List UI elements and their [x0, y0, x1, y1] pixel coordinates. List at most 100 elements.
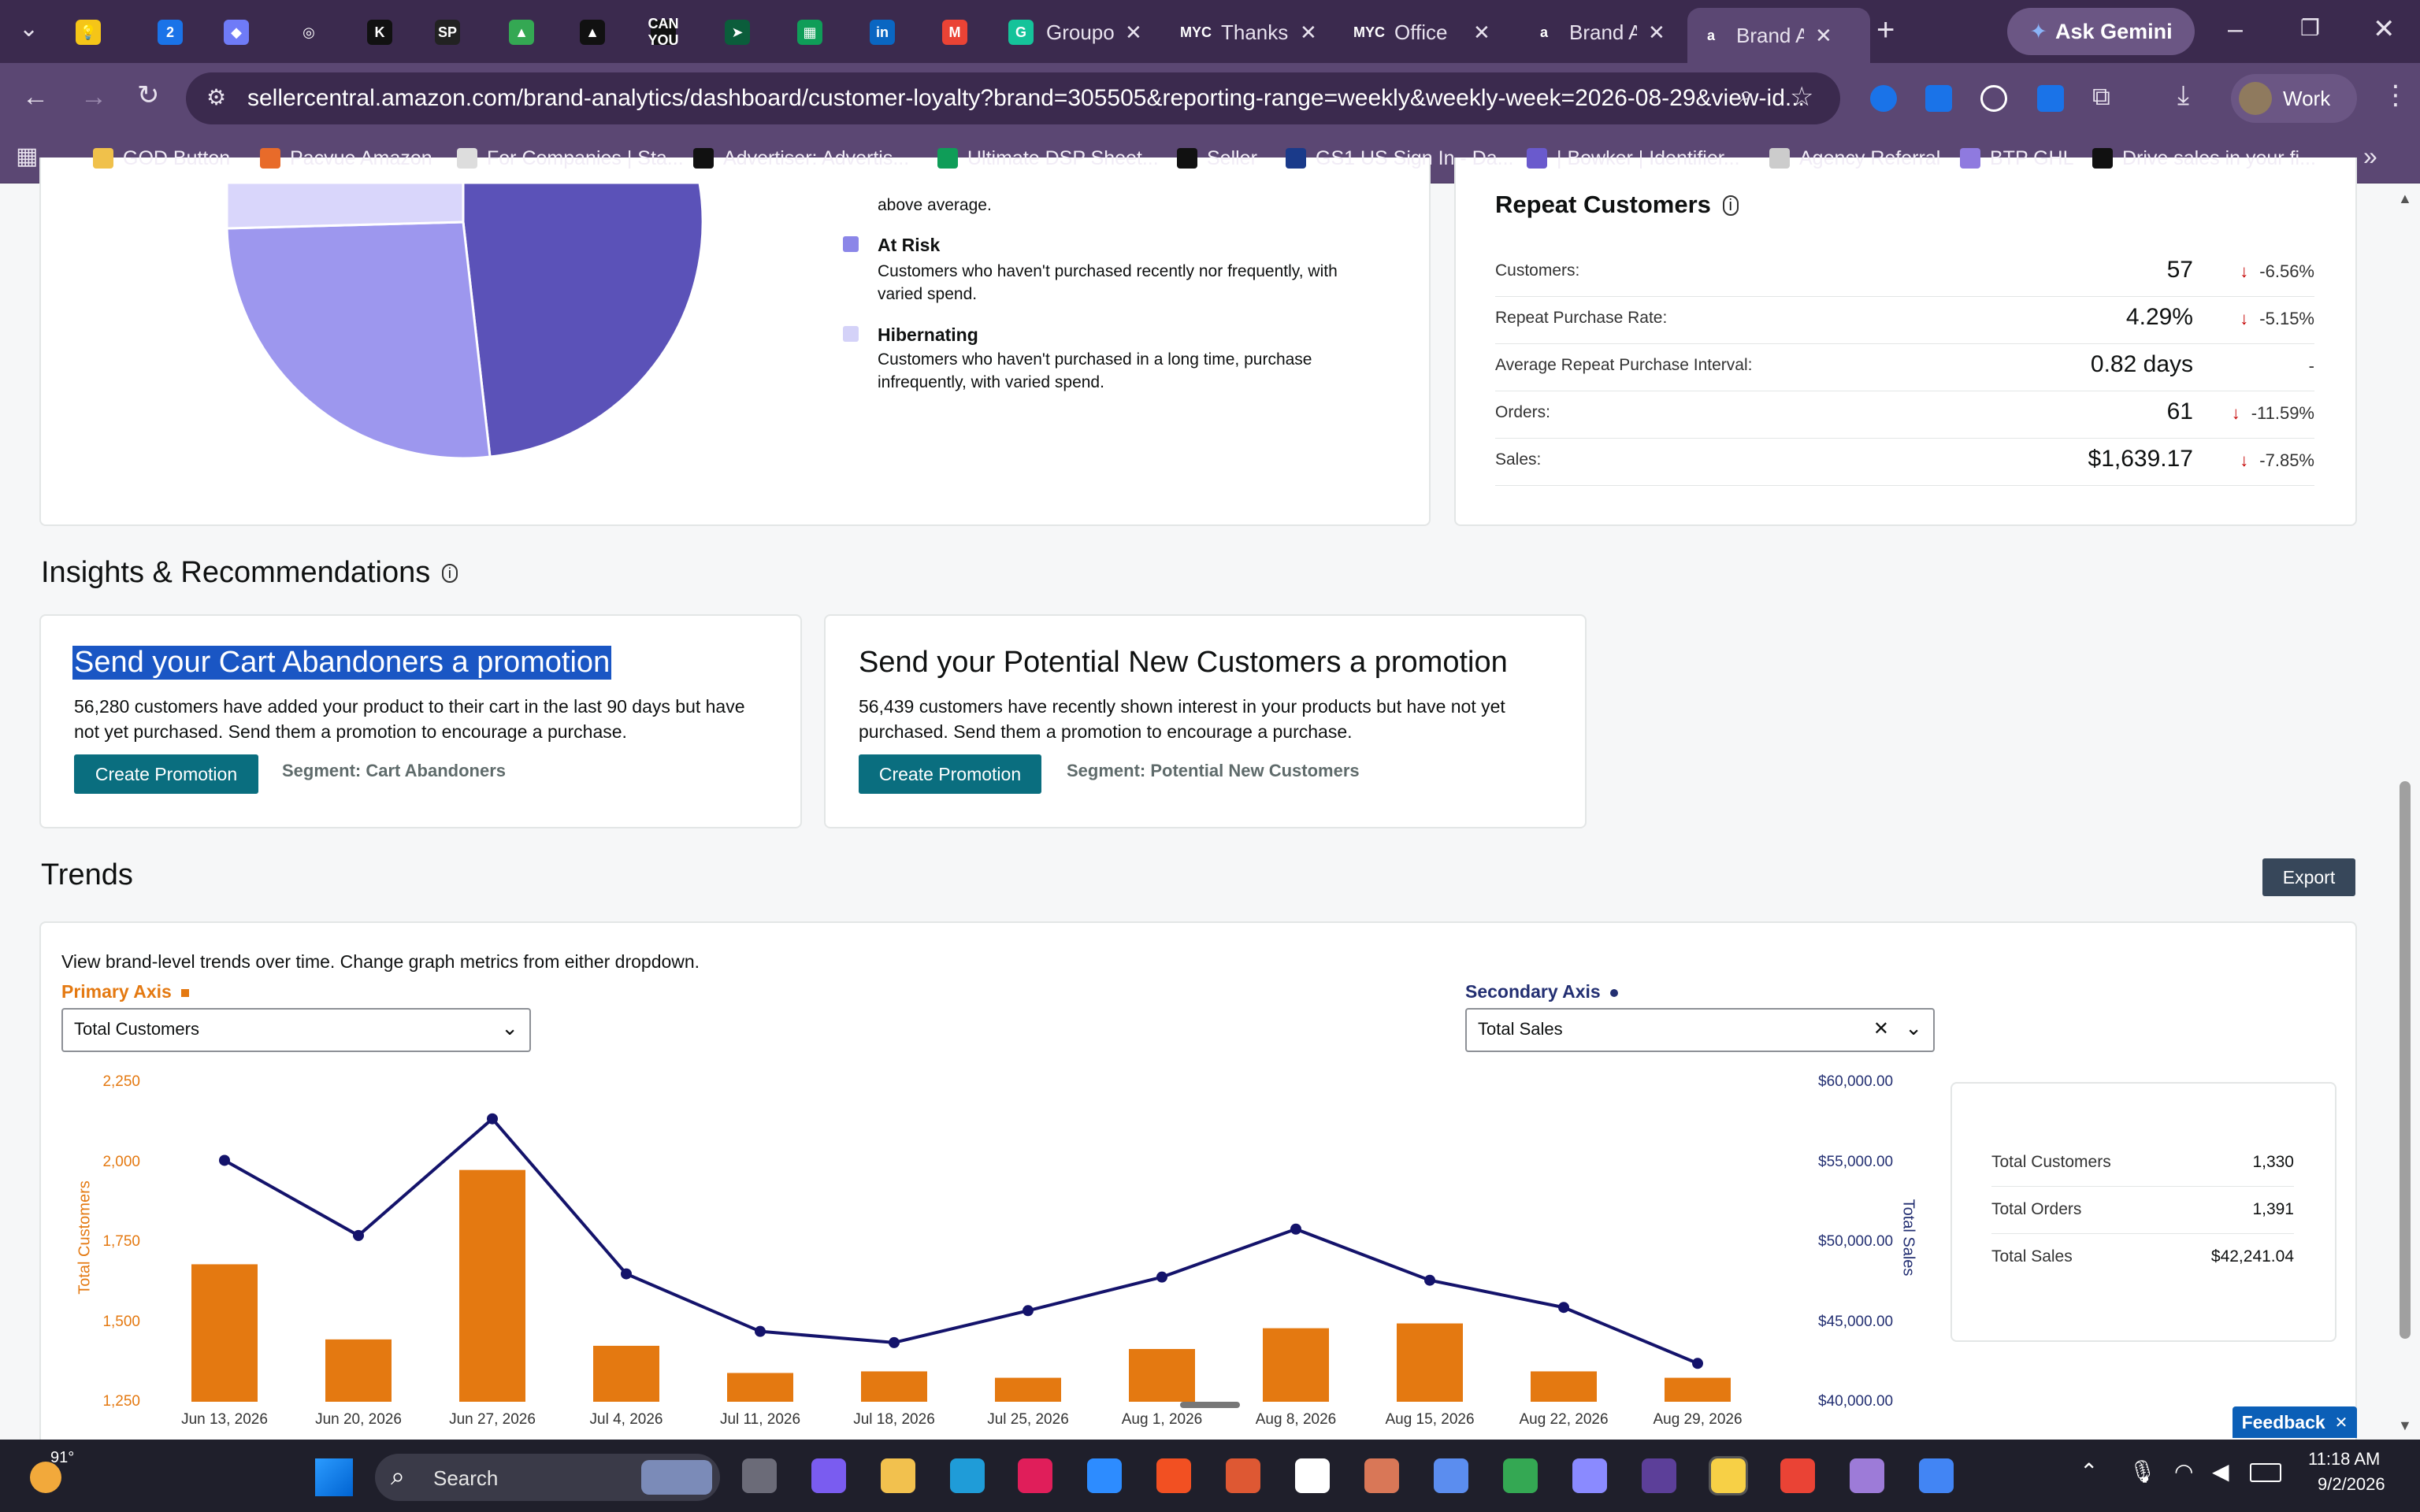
primary-axis-dropdown[interactable]: Total Customers ⌄ [61, 1008, 531, 1052]
insights-info-icon[interactable]: i [441, 564, 458, 584]
bookmark-item[interactable]: Seller [1177, 143, 1257, 173]
extension-s-icon[interactable] [1980, 85, 2007, 112]
browser-tab[interactable]: CAN YOU [648, 9, 679, 55]
close-tab-icon[interactable]: ✕ [1300, 20, 1317, 44]
weather-icon[interactable] [30, 1462, 61, 1493]
close-tab-icon[interactable]: ✕ [1473, 20, 1490, 44]
snipping-tool-icon[interactable] [1572, 1458, 1607, 1493]
app-star-icon[interactable] [1434, 1458, 1468, 1493]
point-total-sales[interactable] [487, 1113, 498, 1125]
segment-link-cart[interactable]: Segment: Cart Abandoners [282, 761, 507, 780]
bar-total-customers[interactable] [325, 1339, 392, 1402]
bar-total-customers[interactable] [593, 1345, 659, 1402]
downloads-icon[interactable]: ⤓ [2177, 80, 2190, 110]
close-tab-icon[interactable]: ✕ [1125, 20, 1142, 44]
gemini-button[interactable]: ✦ Ask Gemini [2007, 8, 2195, 55]
point-total-sales[interactable] [1290, 1223, 1301, 1235]
clock-time[interactable]: 11:18 AM [2308, 1449, 2381, 1469]
browser-tab[interactable]: G Groupo ✕ [1008, 9, 1142, 55]
back-button[interactable]: ← [22, 82, 49, 112]
apps-grid-icon[interactable]: ▦ [16, 143, 39, 169]
browser-tab[interactable]: ◆ [224, 9, 249, 55]
chrome-work-icon[interactable] [1850, 1458, 1884, 1493]
profile-button[interactable]: Work [2231, 74, 2357, 123]
browser-tab[interactable]: ▦ [797, 9, 822, 55]
bookmark-item[interactable]: Ultimate DSP Sheet... [937, 143, 1159, 173]
bar-total-customers[interactable] [1263, 1328, 1329, 1402]
close-tab-icon[interactable]: ✕ [1815, 23, 1832, 47]
wifi-icon[interactable]: ◠ [2174, 1459, 2194, 1484]
extension-puzzle-blue-icon[interactable] [2037, 85, 2064, 112]
browser-tab[interactable]: MYC Office ✕ [1353, 9, 1490, 55]
browser-tab[interactable]: ▲ [509, 9, 534, 55]
browser-tab[interactable]: a Brand A ✕ [1531, 9, 1665, 55]
bookmark-item[interactable]: For Companies | Sta... [457, 143, 684, 173]
info-icon[interactable]: i [1722, 195, 1739, 217]
scroll-down-icon[interactable]: ▼ [2398, 1418, 2412, 1433]
bar-total-customers[interactable] [727, 1373, 793, 1402]
browser-tab[interactable]: 2 [158, 9, 183, 55]
bookmark-item[interactable]: GS1 US Sign In - Da... [1286, 143, 1514, 173]
secondary-axis-dropdown[interactable]: Total Sales ✕ ⌄ [1465, 1008, 1935, 1052]
browser-tab[interactable]: ◎ [296, 9, 321, 55]
sticky-notes-icon[interactable] [1709, 1456, 1748, 1495]
point-total-sales[interactable] [353, 1229, 364, 1241]
browser-tab[interactable]: a Brand A ✕ [1687, 8, 1870, 63]
taskbar-search-box[interactable]: ⌕ Search [375, 1454, 720, 1501]
bookmark-item[interactable]: Pacvue Amazon [260, 143, 432, 173]
bar-total-customers[interactable] [459, 1169, 525, 1402]
create-promotion-button-cart[interactable]: Create Promotion [74, 754, 258, 794]
zoom-icon[interactable] [1087, 1458, 1122, 1493]
bar-total-customers[interactable] [995, 1377, 1061, 1402]
clear-icon[interactable]: ✕ [1873, 1018, 1889, 1040]
edge-icon[interactable] [950, 1458, 985, 1493]
bookmark-item[interactable]: Agency Referral [1769, 143, 1940, 173]
chrome-other-icon[interactable] [1919, 1458, 1954, 1493]
browser-tab[interactable]: ▲ [580, 9, 605, 55]
browser-tab[interactable]: in [870, 9, 895, 55]
create-promotion-button-potential[interactable]: Create Promotion [859, 754, 1041, 794]
chrome-icon[interactable] [1503, 1458, 1538, 1493]
start-icon[interactable] [315, 1458, 353, 1496]
point-total-sales[interactable] [755, 1325, 766, 1337]
bookmark-item[interactable]: | Bowker | Identifier... [1527, 143, 1740, 173]
feedback-button[interactable]: Feedback ✕ [2233, 1406, 2357, 1438]
mic-icon[interactable]: 🎙 [2129, 1459, 2157, 1484]
bar-total-customers[interactable] [191, 1264, 258, 1402]
close-tab-icon[interactable]: ✕ [1648, 20, 1665, 44]
copilot-icon[interactable] [811, 1458, 846, 1493]
extension-snowflake-icon[interactable] [1925, 85, 1952, 112]
point-total-sales[interactable] [1424, 1274, 1435, 1286]
bar-total-customers[interactable] [1129, 1349, 1195, 1402]
site-info-icon[interactable]: ⚙ [206, 85, 227, 109]
chrome-profile-icon[interactable] [1780, 1458, 1815, 1493]
tab-search-icon[interactable]: ⌄ [19, 16, 39, 42]
duckduckgo-icon[interactable] [1226, 1458, 1260, 1493]
capcut-icon[interactable] [1295, 1458, 1330, 1493]
chart-scrollbar[interactable] [1180, 1402, 1240, 1408]
clock-date[interactable]: 9/2/2026 [2318, 1474, 2385, 1494]
forward-button[interactable]: → [80, 82, 107, 112]
store-icon[interactable] [1156, 1458, 1191, 1493]
bookmark-item[interactable]: BTP GHL [1960, 143, 2074, 173]
bar-total-customers[interactable] [1397, 1323, 1463, 1402]
browser-tab[interactable]: MYC Thanks ✕ [1180, 9, 1317, 55]
volume-icon[interactable]: ◀ [2212, 1459, 2229, 1484]
point-total-sales[interactable] [219, 1154, 230, 1166]
battery-icon[interactable] [2250, 1463, 2281, 1482]
bar-total-customers[interactable] [1531, 1371, 1597, 1402]
scroll-up-icon[interactable]: ▲ [2398, 191, 2412, 206]
point-total-sales[interactable] [1156, 1271, 1167, 1283]
file-explorer-icon[interactable] [881, 1458, 915, 1493]
browser-tab[interactable]: ➤ [725, 9, 750, 55]
slack-icon[interactable] [1018, 1458, 1052, 1493]
export-button[interactable]: Export [2262, 858, 2355, 896]
point-total-sales[interactable] [889, 1336, 900, 1348]
browser-tab[interactable]: M [942, 9, 967, 55]
point-total-sales[interactable] [1558, 1302, 1569, 1314]
browser-tab[interactable]: 💡 [76, 9, 101, 55]
zoom-icon[interactable]: ⌕ [1739, 82, 1753, 108]
close-icon[interactable]: ✕ [2334, 1414, 2348, 1432]
github-icon[interactable] [1642, 1458, 1676, 1493]
browser-tab[interactable]: SP [435, 9, 460, 55]
